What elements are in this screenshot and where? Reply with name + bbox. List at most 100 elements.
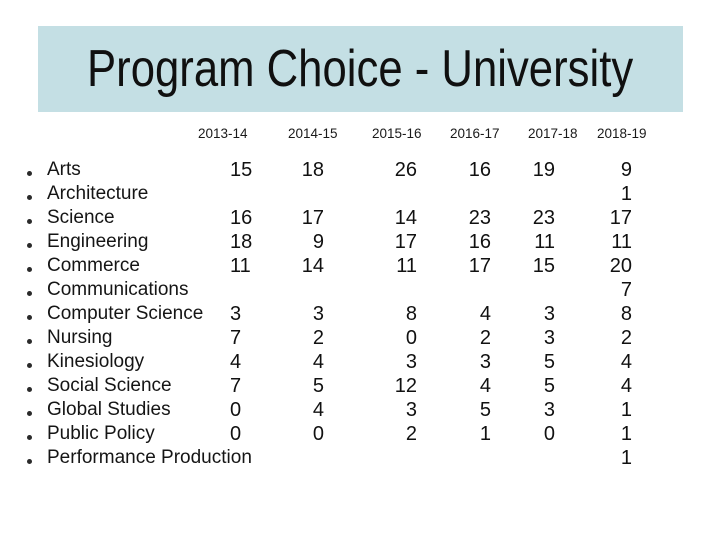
cell-value: 11 <box>611 231 632 253</box>
cell-value: 1 <box>620 447 632 469</box>
cell-value: 4 <box>230 351 242 373</box>
bullet-icon <box>27 411 32 416</box>
cell-value: 4 <box>620 375 632 397</box>
bullet-icon <box>27 267 32 272</box>
cell-value: 1 <box>479 423 491 445</box>
cell-value: 2 <box>312 327 324 349</box>
cell-value: 7 <box>230 375 242 397</box>
cell-value: 17 <box>609 207 632 229</box>
page-title: Program Choice - University <box>87 40 634 98</box>
cell-value: 8 <box>620 303 632 325</box>
cell-value: 15 <box>532 255 555 277</box>
cell-value: 23 <box>468 207 491 229</box>
title-banner: Program Choice - University <box>38 26 683 112</box>
program-label: Kinesiology <box>47 351 145 372</box>
cell-value: 17 <box>394 231 417 253</box>
cell-value: 0 <box>230 399 242 421</box>
cell-value: 5 <box>543 351 555 373</box>
table-row: Performance Production 1 <box>0 446 720 470</box>
program-label: Social Science <box>47 375 172 396</box>
program-label: Engineering <box>47 231 149 252</box>
bullet-icon <box>27 243 32 248</box>
cell-value: 16 <box>230 207 253 229</box>
cell-value: 7 <box>620 279 632 301</box>
cell-value: 3 <box>543 327 555 349</box>
cell-value: 11 <box>230 255 251 277</box>
bullet-icon <box>27 219 32 224</box>
program-label: Global Studies <box>47 399 171 420</box>
year-header-2018-19: 2018-19 <box>597 126 647 141</box>
table-row: Engineering 18 9 17 16 11 11 <box>0 230 720 254</box>
cell-value: 9 <box>312 231 324 253</box>
program-label: Communications <box>47 279 189 300</box>
cell-value: 3 <box>312 303 324 325</box>
program-label: Arts <box>47 159 81 180</box>
table-row: Social Science 7 5 12 4 5 4 <box>0 374 720 398</box>
year-header-2016-17: 2016-17 <box>450 126 500 141</box>
cell-value: 23 <box>532 207 555 229</box>
cell-value: 15 <box>230 159 253 181</box>
cell-value: 16 <box>468 231 491 253</box>
cell-value: 3 <box>405 399 417 421</box>
table-row: Communications 7 <box>0 278 720 302</box>
cell-value: 4 <box>312 351 324 373</box>
cell-value: 3 <box>543 399 555 421</box>
table-row: Arts 15 18 26 16 19 9 <box>0 158 720 182</box>
cell-value: 17 <box>301 207 324 229</box>
cell-value: 11 <box>534 231 555 253</box>
cell-value: 3 <box>230 303 242 325</box>
bullet-icon <box>27 363 32 368</box>
program-label: Performance Production <box>47 447 252 468</box>
cell-value: 14 <box>301 255 324 277</box>
cell-value: 11 <box>396 255 417 277</box>
cell-value: 5 <box>479 399 491 421</box>
cell-value: 1 <box>620 183 632 205</box>
table-row: Public Policy 0 0 2 1 0 1 <box>0 422 720 446</box>
bullet-icon <box>27 315 32 320</box>
bullet-icon <box>27 459 32 464</box>
cell-value: 4 <box>620 351 632 373</box>
table-row: Computer Science 3 3 8 4 3 8 <box>0 302 720 326</box>
cell-value: 1 <box>620 423 632 445</box>
program-label: Nursing <box>47 327 113 348</box>
bullet-icon <box>27 171 32 176</box>
program-label: Public Policy <box>47 423 155 444</box>
cell-value: 3 <box>479 351 491 373</box>
program-label: Architecture <box>47 183 149 204</box>
cell-value: 8 <box>405 303 417 325</box>
bullet-icon <box>27 435 32 440</box>
program-label: Computer Science <box>47 303 204 324</box>
cell-value: 18 <box>301 159 324 181</box>
cell-value: 3 <box>405 351 417 373</box>
cell-value: 0 <box>230 423 242 445</box>
cell-value: 0 <box>543 423 555 445</box>
program-label: Science <box>47 207 115 228</box>
year-header-2014-15: 2014-15 <box>288 126 338 141</box>
bullet-icon <box>27 291 32 296</box>
cell-value: 17 <box>468 255 491 277</box>
table-row: Global Studies 0 4 3 5 3 1 <box>0 398 720 422</box>
cell-value: 7 <box>230 327 242 349</box>
bullet-icon <box>27 195 32 200</box>
cell-value: 2 <box>479 327 491 349</box>
cell-value: 16 <box>468 159 491 181</box>
cell-value: 3 <box>543 303 555 325</box>
cell-value: 12 <box>394 375 417 397</box>
table-row: Kinesiology 4 4 3 3 5 4 <box>0 350 720 374</box>
cell-value: 2 <box>405 423 417 445</box>
cell-value: 19 <box>532 159 555 181</box>
bullet-icon <box>27 387 32 392</box>
cell-value: 5 <box>312 375 324 397</box>
cell-value: 14 <box>394 207 417 229</box>
cell-value: 4 <box>312 399 324 421</box>
bullet-icon <box>27 339 32 344</box>
cell-value: 2 <box>620 327 632 349</box>
cell-value: 1 <box>620 399 632 421</box>
year-header-2015-16: 2015-16 <box>372 126 422 141</box>
cell-value: 18 <box>230 231 253 253</box>
program-label: Commerce <box>47 255 140 276</box>
cell-value: 26 <box>394 159 417 181</box>
cell-value: 4 <box>479 303 491 325</box>
cell-value: 20 <box>609 255 632 277</box>
